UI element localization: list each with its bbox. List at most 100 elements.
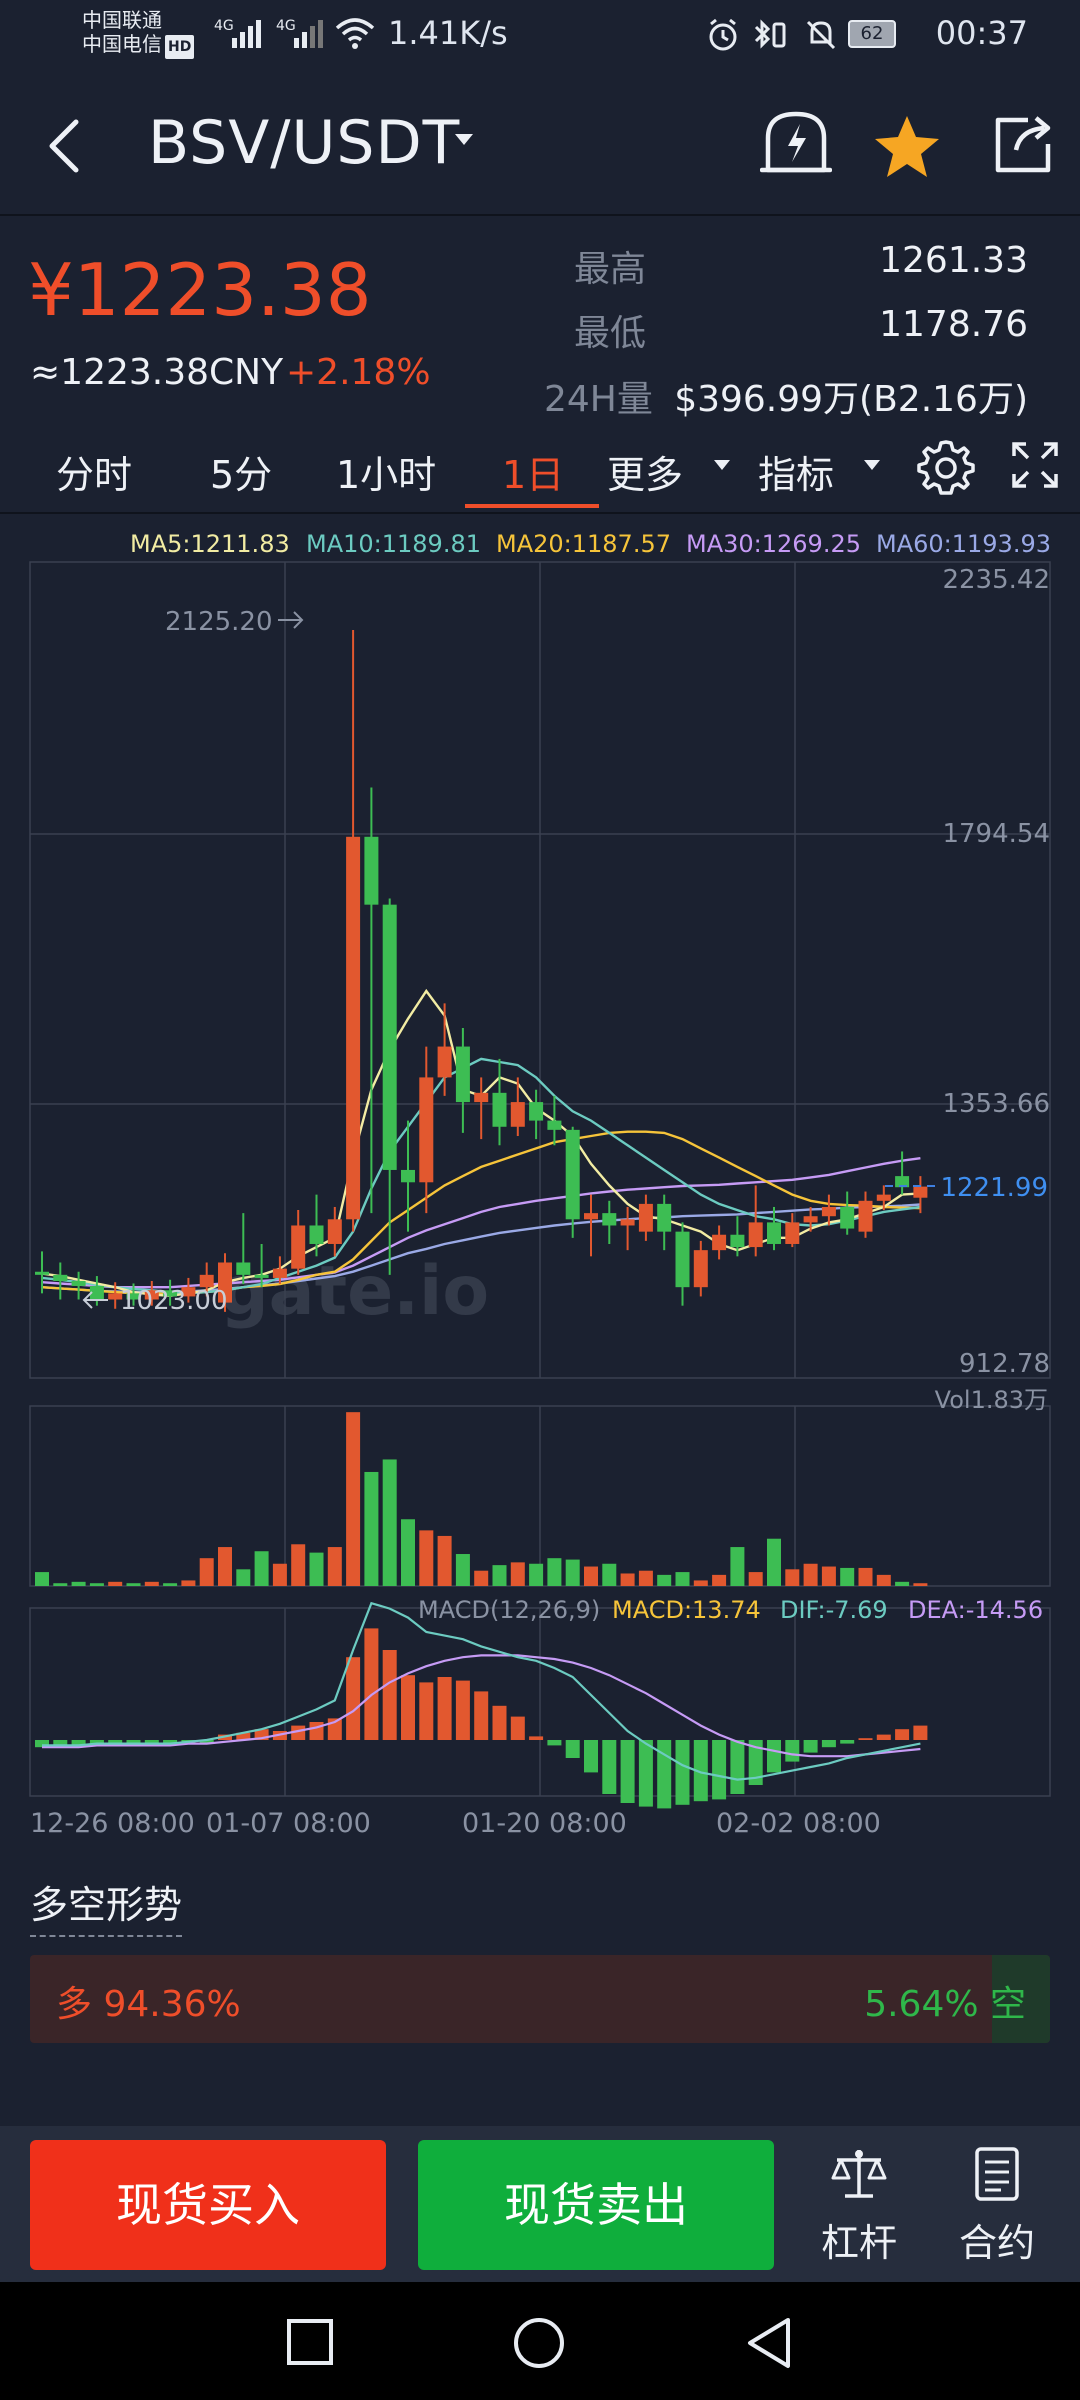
volume-bar (236, 1569, 251, 1586)
share-icon[interactable] (988, 110, 1058, 180)
candle-body (89, 1285, 104, 1300)
volume-axis-label: Vol1.83万 (935, 1386, 1048, 1414)
candle-body (126, 1293, 141, 1300)
macd-bar (199, 1740, 214, 1744)
tab-1hour[interactable]: 1小时 (336, 453, 437, 497)
candles (35, 630, 928, 1312)
gear-icon[interactable] (916, 438, 976, 498)
axis-label-3: 1353.66 (942, 1089, 1050, 1119)
hd-badge: HD (165, 35, 195, 59)
min-arrow-icon (82, 1291, 108, 1309)
spot-sell-button[interactable]: 现货卖出 (418, 2140, 774, 2270)
system-nav-bar (0, 2282, 1080, 2400)
mute-icon (806, 20, 836, 50)
candle-body (657, 1203, 672, 1232)
battery-icon: 62 (848, 20, 896, 48)
pair-title[interactable]: BSV/USDT (148, 108, 461, 178)
macd-bar (364, 1628, 379, 1740)
macd-lines (42, 1601, 921, 1781)
sentiment-title: 多空形势 (30, 1874, 183, 1937)
volume-label: 24H量 (544, 379, 653, 420)
volume-bar (547, 1558, 562, 1586)
short-ratio-fill (992, 1955, 1050, 2043)
indicators-dropdown-icon[interactable] (864, 460, 880, 470)
volume-bar (712, 1574, 727, 1586)
min-price-label: 1023.00 (120, 1286, 228, 1316)
macd-bar (108, 1740, 123, 1744)
signal-bars-icon-2 (294, 20, 323, 48)
status-bar: 中国联通 中国电信 HD 4G 4G 1.41K/s 62 00:37 (0, 0, 1080, 72)
volume-bar (492, 1565, 507, 1586)
candle-body (565, 1129, 580, 1220)
tab-timeshare[interactable]: 分时 (56, 453, 133, 497)
volume-bar (565, 1559, 580, 1586)
volume-bar (53, 1583, 68, 1586)
interval-tabs: 分时 5分 1小时 1日 更多 指标 (0, 430, 1080, 510)
spot-buy-button[interactable]: 现货买入 (30, 2140, 386, 2270)
macd-bar (748, 1740, 763, 1785)
back-nav-icon[interactable] (744, 2316, 794, 2370)
x-label-0: 12-26 08:00 (30, 1808, 195, 1839)
macd-bar (382, 1650, 397, 1740)
candle-body (455, 1046, 470, 1103)
back-icon[interactable] (38, 110, 98, 180)
low-label: 最低 (574, 313, 647, 354)
volume-bar (638, 1570, 653, 1586)
macd-pane-border (29, 1607, 1051, 1797)
ma60-legend: MA60:1193.93 (876, 530, 1051, 558)
macd-bar (254, 1729, 269, 1740)
carrier-2: 中国电信 (82, 32, 162, 56)
candle-body (401, 1169, 415, 1183)
more-dropdown-icon[interactable] (714, 460, 730, 470)
contract-button[interactable]: 合约 (942, 2146, 1052, 2276)
volume-bar (309, 1552, 324, 1586)
macd-bar (437, 1677, 452, 1740)
candle-body (144, 1290, 159, 1300)
recent-apps-icon[interactable] (286, 2318, 334, 2366)
candle-body (437, 1046, 452, 1078)
macd-bar (602, 1740, 617, 1794)
network-type-1: 4G (214, 18, 234, 34)
volume-bar (419, 1530, 434, 1586)
volume-bar (748, 1572, 763, 1586)
macd-bar (89, 1740, 104, 1744)
pair-header: BSV/USDT (0, 90, 1080, 200)
axis-label-top: 2235.42 (942, 565, 1050, 595)
candle-body (602, 1213, 617, 1226)
current-price-label: 1221.99 (940, 1173, 1048, 1203)
volume-bar (840, 1567, 855, 1586)
volume-bar (346, 1412, 361, 1586)
tab-1day[interactable]: 1日 (502, 453, 565, 497)
volume-bar (199, 1558, 214, 1586)
home-icon[interactable] (512, 2316, 566, 2370)
macd-bar (35, 1740, 49, 1748)
contract-icon (975, 2147, 1019, 2201)
ma10-legend: MA10:1189.81 (306, 530, 481, 558)
volume-bar (510, 1562, 525, 1586)
volume-bar (163, 1583, 178, 1586)
macd-histogram (35, 1628, 928, 1809)
tab-more[interactable]: 更多 (607, 453, 684, 497)
candle-body (858, 1200, 873, 1232)
volume-bar (272, 1563, 287, 1586)
tab-indicators[interactable]: 指标 (758, 453, 835, 497)
volume-bar (913, 1583, 928, 1586)
dif-line (42, 1601, 921, 1781)
macd-value: MACD:13.74 (612, 1596, 761, 1624)
pair-dropdown-icon[interactable] (455, 134, 473, 145)
price-alert-icon[interactable] (760, 108, 832, 180)
macd-bar (455, 1680, 470, 1740)
macd-bar (565, 1740, 580, 1758)
volume-bar (89, 1583, 104, 1586)
tab-5min[interactable]: 5分 (210, 453, 273, 497)
macd-bar (529, 1736, 544, 1740)
star-icon[interactable] (872, 112, 942, 182)
volume-bar (584, 1566, 598, 1586)
contract-label: 合约 (958, 2221, 1035, 2265)
leverage-button[interactable]: 杠杆 (804, 2146, 914, 2276)
fullscreen-icon[interactable] (1010, 440, 1060, 490)
candle-body (163, 1290, 178, 1297)
kline-chart[interactable]: gate.io 2235.42 1794.54 1353.66 912.78 2… (0, 520, 1080, 1860)
active-tab-indicator (465, 504, 599, 508)
high-value: 1261.33 (879, 240, 1028, 281)
